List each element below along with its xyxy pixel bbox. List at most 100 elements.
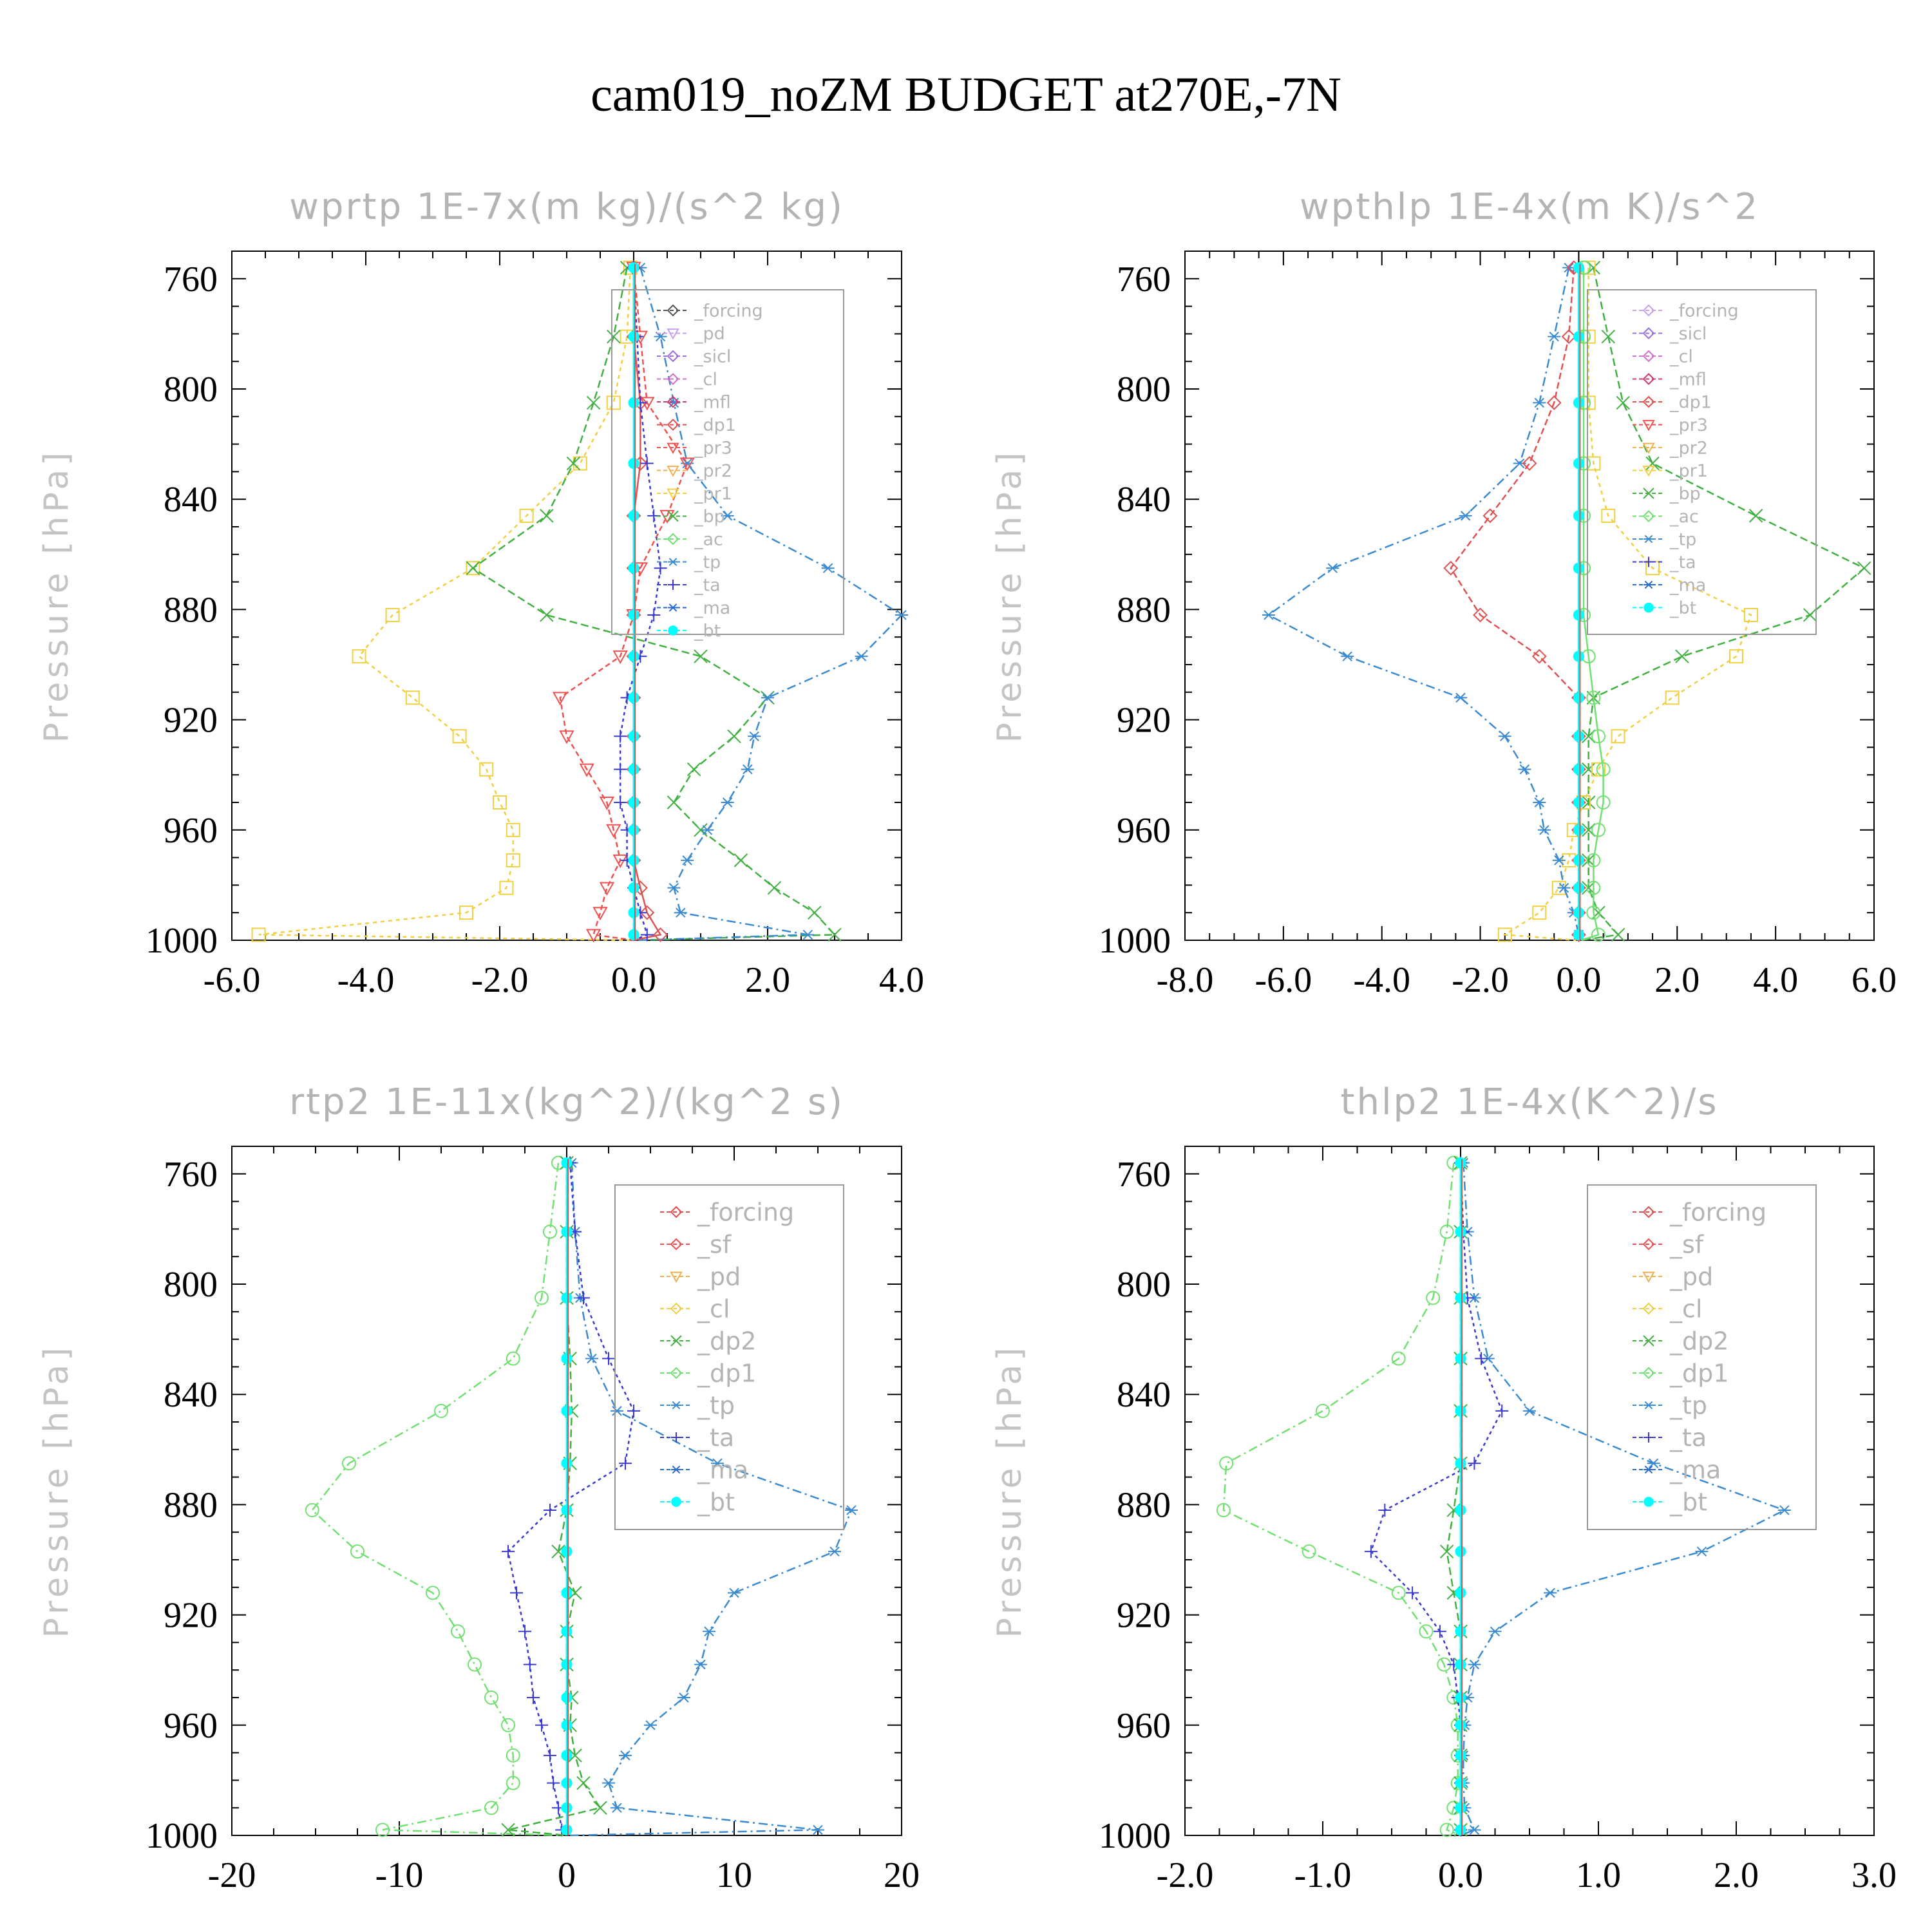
series-ta [1364,1156,1509,1837]
legend-marker [668,603,678,612]
data-point [628,457,639,469]
series-line [559,267,688,942]
legend-marker [1643,1432,1654,1443]
series-line [311,1162,564,1837]
legend-item: _bt [657,621,721,641]
legend-label: _tp [697,1391,735,1419]
legend-label: _tp [694,553,721,573]
data-point [628,609,639,621]
data-point [544,1503,556,1517]
data-point [1439,1224,1454,1239]
data-point [1586,880,1601,895]
legend-marker [1642,420,1655,431]
y-tick-label: 1000 [146,921,218,961]
data-point [1531,649,1547,664]
data-point [1573,797,1585,808]
series-line [1460,1162,1787,1837]
series-line [1222,1162,1461,1837]
legend: _forcing _sicl_cl _mfl_dp1 _pr3 _pr2 _pr1 _bp _… [1587,289,1817,635]
data-point [727,729,741,743]
data-point [251,927,266,942]
legend-label: _tp [1669,1391,1707,1419]
legend-label: _ta [697,1423,734,1452]
legend-label: _forcing [1669,1198,1766,1226]
legend-label: _ma [697,1455,748,1484]
y-tick-label: 960 [164,1706,218,1746]
data-point [540,509,554,523]
data-point [761,692,774,703]
series-tp [1262,262,1586,940]
y-tick-label: 960 [164,811,218,851]
series-line [507,1162,635,1836]
y-tick-label: 1000 [146,1816,218,1856]
legend-label: _bt [1669,598,1696,618]
y-tick-label: 760 [1117,1155,1171,1195]
legend-label: _cl [1669,346,1693,366]
legend-label: _dp2 [1669,1327,1728,1355]
data-point [1573,730,1585,742]
legend-item: _dp1 [660,1359,756,1387]
data-point [644,1720,657,1730]
legend-marker [1643,535,1654,544]
legend-marker [667,419,679,431]
x-tick-label: -20 [208,1855,256,1895]
data-point [1495,1404,1509,1417]
data-point [1497,927,1512,942]
legend-marker [1642,510,1655,522]
series-bt [1573,262,1585,941]
data-point [855,651,868,661]
legend-marker [1642,1302,1655,1315]
data-point [701,825,714,835]
data-point [667,882,681,893]
data-point [1611,729,1625,744]
legend-label: _pd [694,324,725,344]
series-dp2 [501,1155,607,1837]
data-point [612,650,628,665]
legend-marker [1642,442,1655,455]
x-tick-label: 0.0 [1556,960,1601,1000]
legend-marker [668,625,678,636]
data-point [1573,397,1585,409]
data-point [734,853,748,867]
data-point [1454,692,1467,703]
legend-item: _sf [660,1230,732,1258]
data-point [607,329,621,344]
data-point [1302,1544,1316,1559]
legend-item: _ta [1633,553,1696,573]
y-tick-label: 800 [164,1265,218,1305]
data-point [559,730,574,744]
data-point [1557,882,1571,893]
y-tick-label: 800 [1117,370,1171,410]
series-pr3 [552,261,695,943]
data-point [1616,395,1630,410]
data-point [628,764,639,775]
x-tick-label: -2.0 [1452,960,1509,1000]
series-line [632,267,662,942]
data-point [561,1625,573,1637]
data-point [1455,1659,1466,1671]
legend-item: _ac [657,529,723,549]
data-point [451,1624,465,1639]
data-point [1455,1587,1466,1598]
x-tick-label: 10 [716,1855,752,1895]
legend-item: _mfl [657,392,731,412]
plot-frame [1184,251,1875,941]
data-point [561,1750,573,1761]
legend-item: _pr2 [657,461,732,481]
x-tick-label: -4.0 [337,960,395,1000]
data-point [1573,882,1585,894]
data-point [628,562,639,574]
series-pr1 [251,260,638,942]
data-point [502,1545,515,1558]
legend-item: _forcing [1633,1198,1766,1226]
data-point [1601,508,1616,523]
legend-label: _bp [1669,484,1701,504]
data-point [506,822,520,837]
data-point [606,395,621,410]
data-point [350,1544,365,1559]
legend-marker [1642,373,1655,385]
legend-marker [670,1367,683,1379]
data-point [579,763,594,777]
data-point [1586,853,1601,867]
data-point [385,607,400,622]
